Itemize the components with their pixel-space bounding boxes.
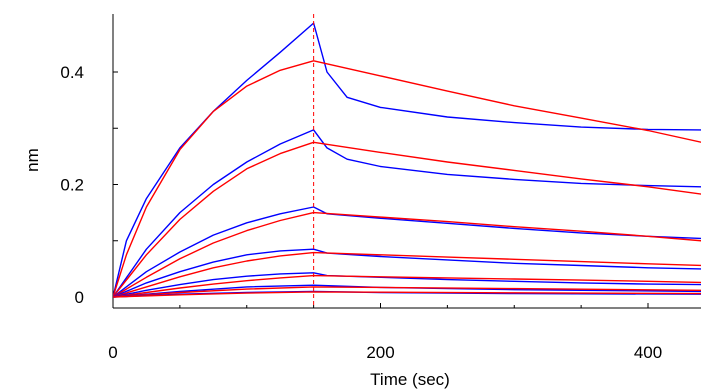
x-tick-label: 200 — [366, 343, 394, 362]
fit-curve-11 — [113, 286, 701, 298]
measured-curve-10 — [113, 284, 701, 298]
x-axis-title: Time (sec) — [370, 370, 450, 389]
measured-curve-8 — [113, 272, 701, 298]
series-layer — [113, 22, 701, 298]
measured-curve-0 — [113, 22, 701, 298]
measured-curve-2 — [113, 129, 701, 298]
y-tick-label: 0.4 — [60, 63, 84, 82]
measured-curve-6 — [113, 248, 701, 298]
x-minor-ticks — [179, 305, 582, 308]
y-tick-label: 0.2 — [60, 176, 84, 195]
y-ticks: 0 0.2 0.4 — [60, 63, 118, 307]
fit-curve-1 — [113, 60, 701, 298]
measured-curve-4 — [113, 206, 701, 298]
y-tick-label: 0 — [75, 288, 84, 307]
x-ticks: 0 200 400 — [108, 303, 662, 362]
y-axis-title: nm — [23, 148, 42, 172]
y-minor-ticks — [113, 127, 118, 242]
fit-curve-5 — [113, 211, 701, 298]
x-tick-label: 0 — [108, 343, 117, 362]
fit-curve-13 — [113, 291, 701, 298]
x-tick-label: 400 — [634, 343, 662, 362]
